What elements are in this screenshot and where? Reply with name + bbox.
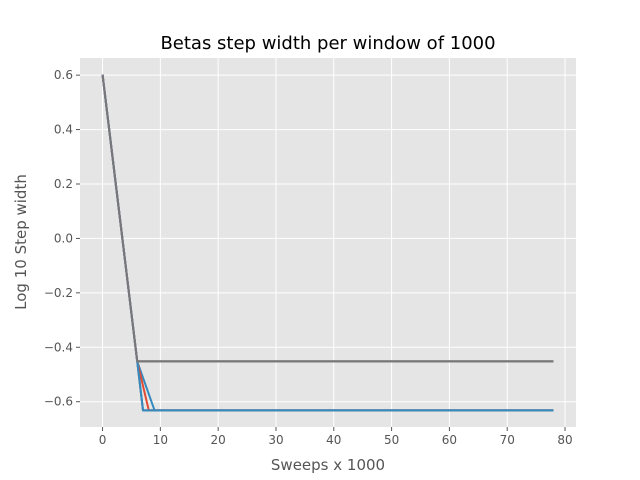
x-tick-label: 30 bbox=[268, 433, 283, 447]
grid-lines bbox=[80, 58, 576, 427]
series-lines bbox=[101, 74, 554, 412]
x-tick-label: 80 bbox=[557, 433, 572, 447]
plot-area bbox=[80, 58, 576, 427]
y-tick-label: 0.0 bbox=[54, 231, 73, 245]
x-tick-label: 60 bbox=[442, 433, 457, 447]
x-tick-label: 10 bbox=[153, 433, 168, 447]
x-tick-label: 50 bbox=[384, 433, 399, 447]
x-tick-label: 70 bbox=[500, 433, 515, 447]
y-tick-label: 0.6 bbox=[54, 68, 73, 82]
x-tick-label: 20 bbox=[211, 433, 226, 447]
x-tick-label: 0 bbox=[99, 433, 107, 447]
x-tick-label: 40 bbox=[326, 433, 341, 447]
y-tick-label: −0.2 bbox=[44, 286, 73, 300]
y-tick-label: 0.4 bbox=[54, 123, 73, 137]
y-tick-label: −0.6 bbox=[44, 395, 73, 409]
x-axis-label: Sweeps x 1000 bbox=[271, 456, 385, 474]
y-axis-label: Log 10 Step width bbox=[12, 174, 30, 310]
y-tick-label: 0.2 bbox=[54, 177, 73, 191]
x-axis-ticks: 0 10 20 30 40 50 60 70 80 bbox=[99, 427, 573, 447]
chart-title: Betas step width per window of 1000 bbox=[160, 33, 495, 54]
series-line bbox=[101, 74, 554, 363]
y-axis-ticks: −0.6 −0.4 −0.2 0.0 0.2 0.4 0.6 bbox=[44, 68, 80, 409]
y-tick-label: −0.4 bbox=[44, 340, 73, 354]
